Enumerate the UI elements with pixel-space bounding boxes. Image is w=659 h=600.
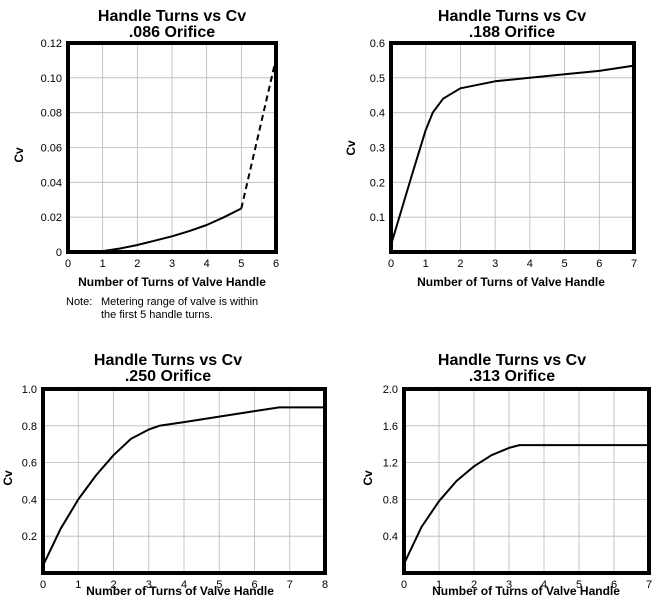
chart-title: Handle Turns vs Cv xyxy=(98,8,246,25)
series-line xyxy=(42,406,325,567)
x-tick-label: 6 xyxy=(273,258,279,270)
x-tick-label: 0 xyxy=(388,258,394,270)
note-label: Note: xyxy=(66,296,92,308)
chart-title: Handle Turns vs Cv xyxy=(94,352,242,369)
x-tick-label: 5 xyxy=(216,579,222,591)
series-line xyxy=(390,64,635,246)
y-tick-label: 0 xyxy=(56,247,62,259)
plot-frame xyxy=(389,41,636,254)
y-tick-label: 0.8 xyxy=(22,421,37,433)
chart-188-orifice: Handle Turns vs Cv .188 Orifice Cv Numbe… xyxy=(344,8,637,289)
chart-subtitle: .313 Orifice xyxy=(469,368,555,385)
x-tick-label: 6 xyxy=(611,579,617,591)
x-tick-label: 2 xyxy=(457,258,463,270)
y-tick-label: 0.2 xyxy=(22,531,37,543)
y-tick-label: 1.6 xyxy=(383,421,398,433)
y-tick-label: 0.8 xyxy=(383,494,398,506)
y-tick-label: 0.2 xyxy=(370,177,385,189)
x-tick-label: 5 xyxy=(238,258,244,270)
x-axis-label: Number of Turns of Valve Handle xyxy=(78,275,266,289)
y-tick-label: 0.04 xyxy=(41,177,62,189)
chart-subtitle: .188 Orifice xyxy=(469,24,555,41)
x-tick-label: 0 xyxy=(65,258,71,270)
x-tick-label: 1 xyxy=(436,579,442,591)
chart-313-orifice: Handle Turns vs Cv .313 Orifice Cv Numbe… xyxy=(361,352,652,598)
chart-250-orifice: Handle Turns vs Cv .250 Orifice Cv Numbe… xyxy=(1,352,328,598)
y-tick-label: 0.1 xyxy=(370,212,385,224)
y-tick-label: 0.06 xyxy=(41,143,62,155)
y-tick-label: 0.02 xyxy=(41,212,62,224)
x-tick-label: 4 xyxy=(181,579,187,591)
x-axis-label: Number of Turns of Valve Handle xyxy=(86,584,274,598)
y-tick-label: 0.3 xyxy=(370,143,385,155)
chart-title: Handle Turns vs Cv xyxy=(438,352,586,369)
x-tick-label: 1 xyxy=(75,579,81,591)
y-tick-label: 0.12 xyxy=(41,38,62,50)
x-tick-label: 3 xyxy=(506,579,512,591)
x-tick-label: 0 xyxy=(40,579,46,591)
y-tick-label: 1.0 xyxy=(22,384,37,396)
x-axis-label: Number of Turns of Valve Handle xyxy=(432,584,620,598)
chart-subtitle: .086 Orifice xyxy=(129,24,215,41)
chart-title: Handle Turns vs Cv xyxy=(438,8,586,25)
x-tick-label: 2 xyxy=(471,579,477,591)
y-tick-label: 0.4 xyxy=(22,494,37,506)
x-tick-label: 5 xyxy=(576,579,582,591)
note-line-1: Metering range of valve is within xyxy=(101,296,258,308)
chart-086-orifice: Handle Turns vs Cv .086 Orifice Cv Numbe… xyxy=(12,8,279,321)
y-tick-label: 0.4 xyxy=(370,108,385,120)
x-tick-label: 2 xyxy=(110,579,116,591)
x-tick-label: 4 xyxy=(204,258,210,270)
plot-frame xyxy=(41,387,327,575)
y-tick-label: 1.2 xyxy=(383,458,398,470)
y-tick-label: 0.6 xyxy=(370,38,385,50)
series-line xyxy=(92,207,242,253)
x-tick-label: 7 xyxy=(631,258,637,270)
x-tick-label: 6 xyxy=(596,258,602,270)
y-tick-label: 0.4 xyxy=(383,531,398,543)
y-tick-label: 0.6 xyxy=(22,458,37,470)
series-line xyxy=(403,444,649,565)
chart-subtitle: .250 Orifice xyxy=(125,368,211,385)
note-line-2: the first 5 handle turns. xyxy=(101,309,213,321)
y-tick-label: 2.0 xyxy=(383,384,398,396)
x-tick-label: 7 xyxy=(287,579,293,591)
series-line-dashed xyxy=(240,58,277,209)
y-tick-label: 0.08 xyxy=(41,108,62,120)
x-tick-label: 7 xyxy=(646,579,652,591)
x-tick-label: 1 xyxy=(423,258,429,270)
y-tick-label: 0.10 xyxy=(41,73,62,85)
x-tick-label: 1 xyxy=(100,258,106,270)
x-tick-label: 4 xyxy=(527,258,533,270)
x-tick-label: 0 xyxy=(401,579,407,591)
x-tick-label: 8 xyxy=(322,579,328,591)
y-axis-label: Cv xyxy=(361,470,375,486)
x-tick-label: 4 xyxy=(541,579,547,591)
y-axis-label: Cv xyxy=(344,140,358,156)
plot-frame xyxy=(66,41,278,254)
y-tick-label: 0.5 xyxy=(370,73,385,85)
x-axis-label: Number of Turns of Valve Handle xyxy=(417,275,605,289)
x-tick-label: 2 xyxy=(134,258,140,270)
x-tick-label: 3 xyxy=(492,258,498,270)
x-tick-label: 6 xyxy=(251,579,257,591)
y-axis-label: Cv xyxy=(12,147,26,163)
x-tick-label: 3 xyxy=(169,258,175,270)
plot-area xyxy=(404,389,649,573)
y-axis-label: Cv xyxy=(1,470,15,486)
plot-frame xyxy=(402,387,651,575)
x-tick-label: 5 xyxy=(562,258,568,270)
x-tick-label: 3 xyxy=(146,579,152,591)
